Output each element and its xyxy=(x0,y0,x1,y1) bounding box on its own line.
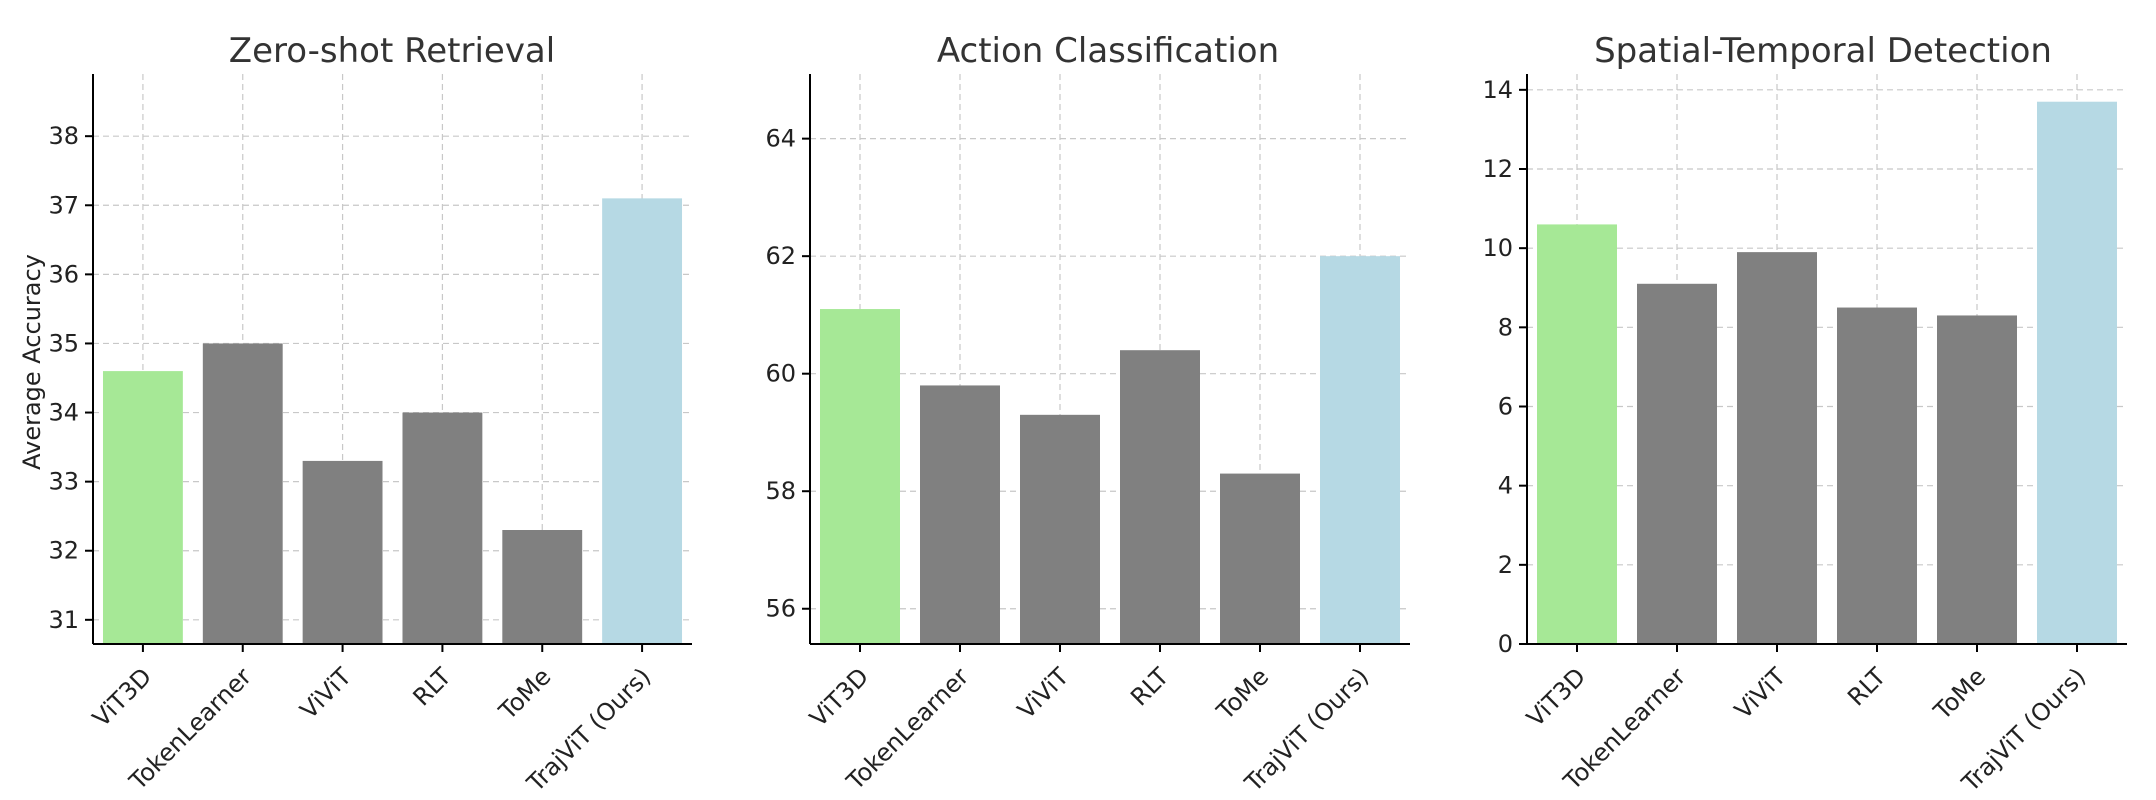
bars xyxy=(102,198,683,644)
y-tick-label: 36 xyxy=(48,260,79,288)
action-classification-chart: Action Classification 5658606264ViT3DTok… xyxy=(765,31,1410,798)
x-tick-label: ToMe xyxy=(1211,662,1274,725)
y-tick-label: 12 xyxy=(1482,155,1513,183)
y-tick-label: 0 xyxy=(1498,630,1513,658)
y-tick-label: 31 xyxy=(48,606,79,634)
y-tick-label: 6 xyxy=(1498,393,1513,421)
x-tick-label: RLT xyxy=(408,662,457,711)
x-tick-label: ToMe xyxy=(493,662,556,725)
x-tick-label: ViT3D xyxy=(87,662,157,732)
y-tick-label: 35 xyxy=(48,329,79,357)
x-tick-label: RLT xyxy=(1842,662,1891,711)
bars xyxy=(1537,101,2117,645)
chart-title: Zero-shot Retrieval xyxy=(229,31,555,71)
bar-rlt xyxy=(1120,350,1200,644)
zero-shot-retrieval-chart: Zero-shot Retrieval Average Accuracy 31 3… xyxy=(18,31,692,798)
bar-tokenlearner xyxy=(1637,283,1717,644)
x-tick-label: RLT xyxy=(1125,662,1174,711)
chart-title: Action Classification xyxy=(937,31,1279,71)
bar-tokenlearner xyxy=(202,343,283,644)
chart-title: Spatial-Temporal Detection xyxy=(1594,31,2052,71)
bar-trajvit-ours xyxy=(1320,256,1400,644)
y-tick-label: 10 xyxy=(1482,234,1513,262)
y-tick-label: 60 xyxy=(765,360,796,388)
y-tick-label: 37 xyxy=(48,191,79,219)
y-tick-label: 34 xyxy=(48,399,79,427)
y-tick-label: 62 xyxy=(765,242,796,270)
y-tick-label: 56 xyxy=(765,595,796,623)
y-tick-label: 14 xyxy=(1482,76,1513,104)
y-tick-label: 2 xyxy=(1498,551,1513,579)
x-tick-label: ViViT xyxy=(1729,662,1791,724)
bar-vivit xyxy=(1737,252,1817,644)
y-tick-label: 38 xyxy=(48,122,79,150)
y-tick-label: 4 xyxy=(1498,472,1513,500)
bar-tome xyxy=(1937,315,2017,644)
x-tick-label: ViViT xyxy=(1012,662,1074,724)
x-tick-label: ViT3D xyxy=(1521,662,1591,732)
bar-vit3d xyxy=(1537,224,1617,644)
y-tick-label: 8 xyxy=(1498,313,1513,341)
bar-vit3d xyxy=(102,371,183,644)
y-tick-label: 33 xyxy=(48,468,79,496)
spatial-temporal-detection-chart: Spatial-Temporal Detection 0 2 4 6 8 10 12 14 Vi… xyxy=(1482,31,2127,798)
bar-vivit xyxy=(302,460,383,644)
y-tick-label: 64 xyxy=(765,125,796,153)
bar-vit3d xyxy=(820,309,900,644)
bar-rlt xyxy=(1837,307,1917,644)
bar-vivit xyxy=(1020,414,1100,644)
y-axis-label: Average Accuracy xyxy=(18,254,46,470)
bar-trajvit-ours xyxy=(602,198,683,644)
bars xyxy=(820,256,1400,644)
x-tick-label: ViT3D xyxy=(804,662,874,732)
x-tick-label: ToMe xyxy=(1928,662,1991,725)
y-tick-label: 32 xyxy=(48,537,79,565)
x-tick-label: ViViT xyxy=(295,662,357,724)
bar-rlt xyxy=(402,412,483,644)
bar-tome xyxy=(1220,473,1300,644)
bar-trajvit-ours xyxy=(2037,101,2117,645)
y-tick-label: 58 xyxy=(765,477,796,505)
bar-tome xyxy=(502,530,583,644)
bar-tokenlearner xyxy=(920,385,1000,644)
